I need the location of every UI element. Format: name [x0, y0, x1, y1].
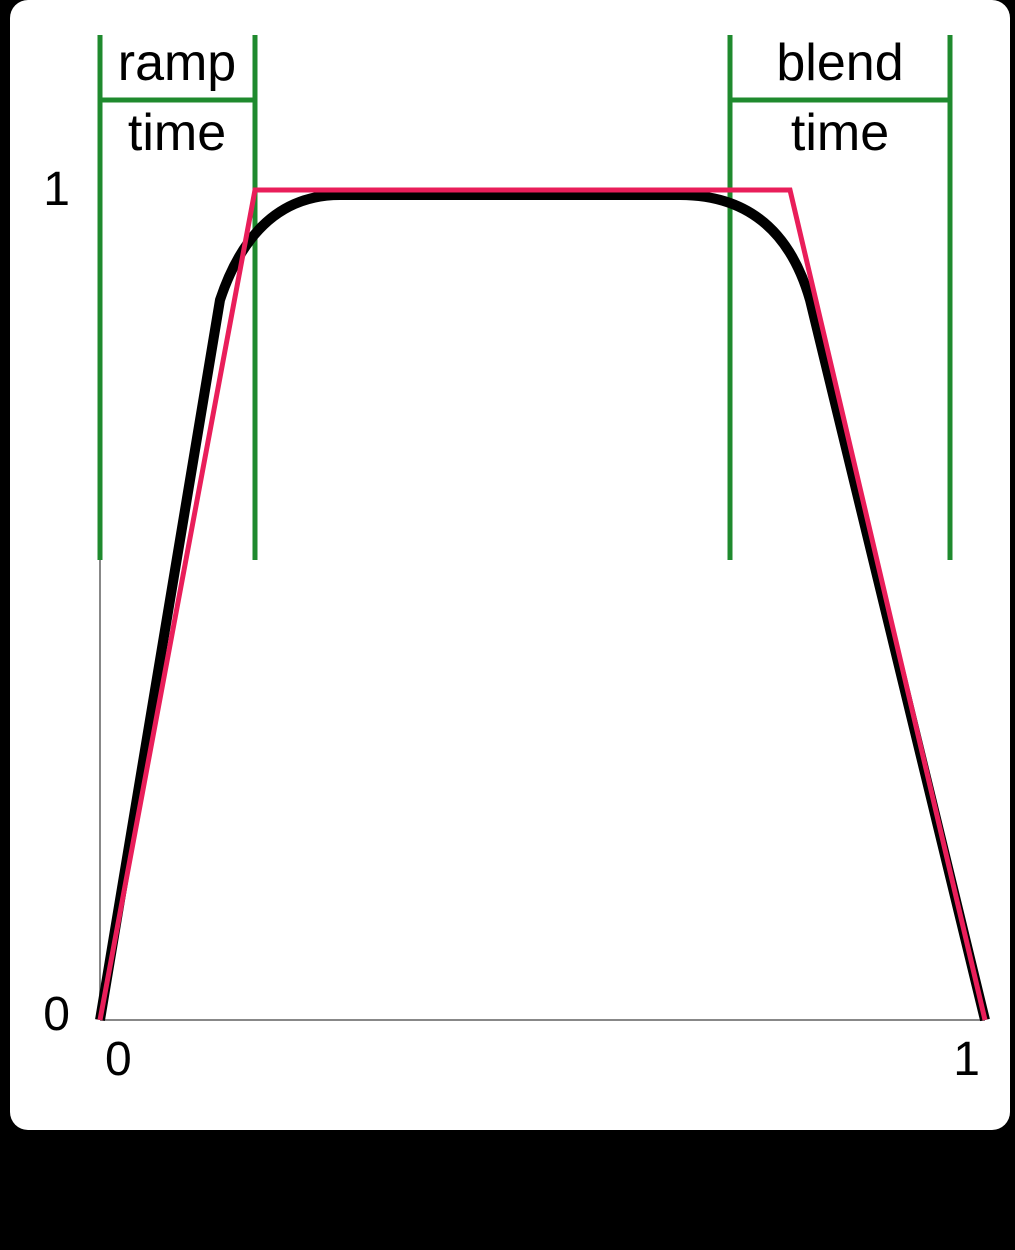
y-tick-0: 0 — [43, 988, 70, 1041]
chart-svg: ramp time blend time 1 0 0 1 — [10, 0, 1010, 1130]
axes — [100, 40, 985, 1020]
x-tick-0: 0 — [105, 1033, 132, 1086]
blend-label-bottom: time — [791, 104, 889, 162]
x-tick-1: 1 — [953, 1033, 980, 1086]
blend-label-top: blend — [776, 34, 903, 92]
chart-card: ramp time blend time 1 0 0 1 — [10, 0, 1010, 1130]
ramp-label-bottom: time — [128, 104, 226, 162]
y-tick-1: 1 — [43, 163, 70, 216]
ramp-label-top: ramp — [118, 34, 236, 92]
red-curve — [100, 190, 985, 1020]
